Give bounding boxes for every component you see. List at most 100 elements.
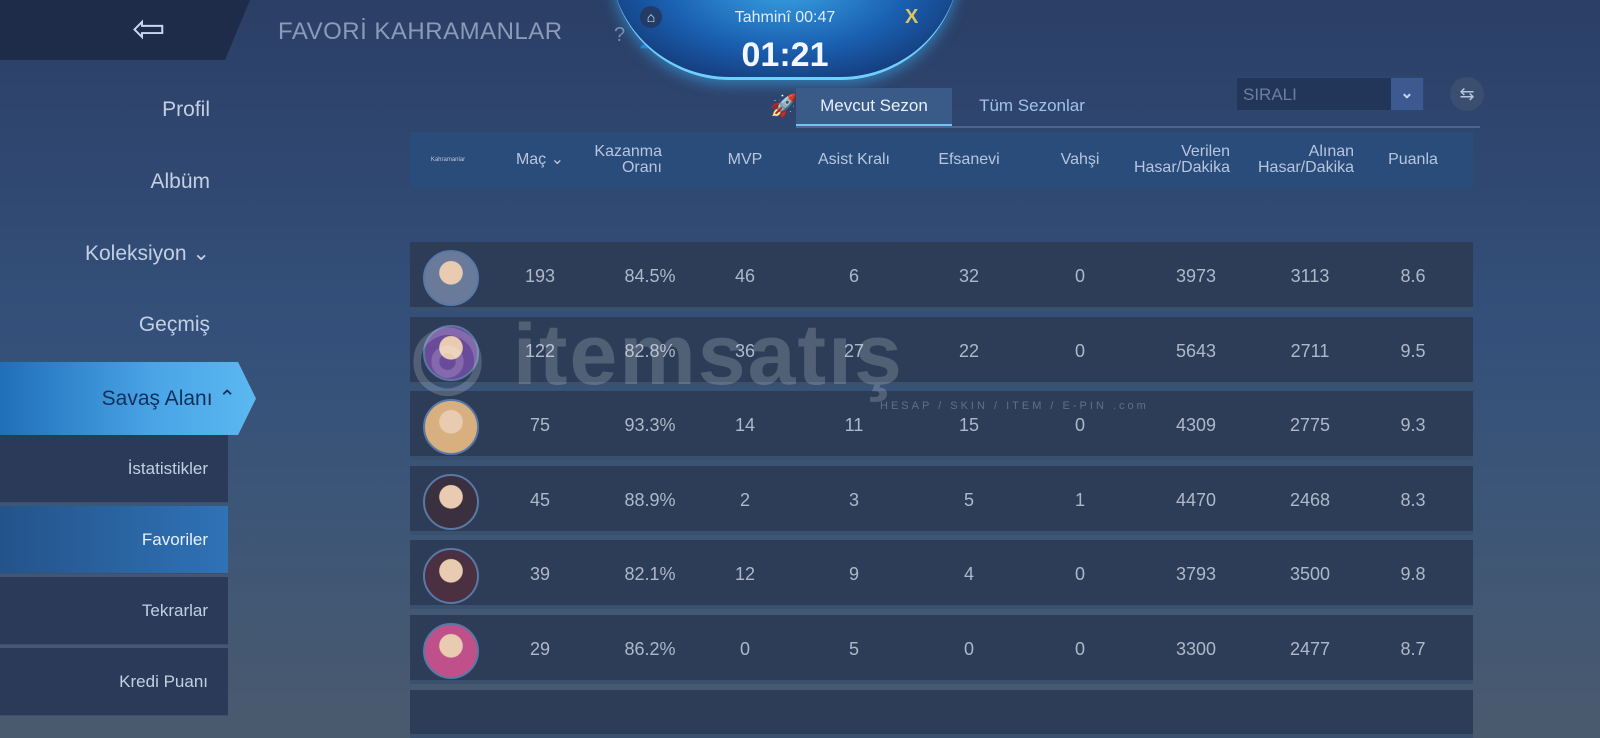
cell-verilen: 4470 bbox=[1175, 490, 1217, 510]
table-row[interactable]: 75 93.3% 14 11 15 0 4309 2775 9.3 bbox=[410, 391, 1473, 460]
cell-mvp: 36 bbox=[734, 341, 756, 361]
hero-avatar bbox=[423, 474, 479, 530]
cell-efsanevi: 22 bbox=[958, 341, 980, 361]
cell-asist: 11 bbox=[844, 415, 864, 435]
cell-efsanevi: 15 bbox=[958, 415, 980, 435]
cell-verilen: 3973 bbox=[1175, 266, 1217, 286]
sidebar-sub-tekrarlar[interactable]: Tekrarlar bbox=[0, 577, 228, 645]
sidebar-item-gecmis[interactable]: Geçmiş bbox=[138, 313, 210, 336]
divider bbox=[796, 126, 1480, 128]
sidebar-item-album[interactable]: Albüm bbox=[150, 170, 210, 193]
table-row[interactable]: 29 86.2% 0 5 0 0 3300 2477 8.7 bbox=[410, 615, 1473, 684]
col-efsanevi[interactable]: Efsanevi bbox=[938, 151, 1000, 168]
sidebar-item-koleksiyon[interactable]: Koleksiyon ⌄ bbox=[0, 241, 210, 266]
back-arrow-icon: ⇦ bbox=[132, 7, 166, 51]
sidebar-sub-kredi-puani[interactable]: Kredi Puanı bbox=[0, 648, 228, 716]
cell-alinan: 2468 bbox=[1289, 490, 1331, 510]
back-button[interactable]: ⇦ bbox=[0, 0, 250, 60]
table-row[interactable]: 45 88.9% 2 3 5 1 4470 2468 8.3 bbox=[410, 466, 1473, 535]
koleksiyon-label: Koleksiyon bbox=[84, 242, 187, 265]
cell-vahsi: 0 bbox=[1074, 639, 1085, 659]
sidebar-item-savas-alani[interactable]: Savaş Alanı ⌃ bbox=[0, 362, 256, 435]
cell-mvp: 46 bbox=[734, 266, 756, 286]
hero-avatar bbox=[423, 623, 479, 679]
cell-efsanevi: 4 bbox=[963, 564, 974, 584]
cell-kazanma: 93.3% bbox=[624, 415, 676, 435]
home-icon[interactable]: ⌂ bbox=[640, 6, 662, 28]
cell-alinan: 2775 bbox=[1289, 415, 1331, 435]
estimated-time: Tahminî 00:47 bbox=[734, 9, 836, 26]
cell-asist: 27 bbox=[843, 341, 865, 361]
watermark-subtitle: HESAP / SKIN / ITEM / E-PIN .com bbox=[880, 400, 1149, 412]
col-kazanma[interactable]: Kazanma Oranı bbox=[594, 143, 662, 176]
cell-verilen: 4309 bbox=[1175, 415, 1217, 435]
help-icon[interactable]: ? bbox=[614, 24, 626, 46]
cell-mvp: 0 bbox=[739, 639, 750, 659]
mode-select-value: SIRALI bbox=[1243, 85, 1297, 104]
sidebar-sub-favoriler[interactable]: Favoriler bbox=[0, 506, 228, 574]
cell-asist: 5 bbox=[848, 639, 859, 659]
watermark-logo: ◎ itemsatış bbox=[410, 307, 904, 403]
col-vahsi[interactable]: Vahşi bbox=[1060, 151, 1100, 168]
savas-alani-label: Savaş Alanı bbox=[101, 386, 213, 410]
cell-vahsi: 0 bbox=[1074, 415, 1085, 435]
cell-puanla: 8.6 bbox=[1400, 266, 1426, 286]
cell-kazanma: 86.2% bbox=[624, 639, 676, 659]
mode-select[interactable]: SIRALI ⌄ bbox=[1236, 77, 1424, 111]
table-row[interactable]: 122 82.8% 36 27 22 0 5643 2711 9.5 bbox=[410, 317, 1473, 386]
cell-puanla: 8.3 bbox=[1400, 490, 1426, 510]
cell-mac: 75 bbox=[529, 415, 551, 435]
cell-puanla: 9.8 bbox=[1400, 564, 1426, 584]
table-row[interactable]: 193 84.5% 46 6 32 0 3973 3113 8.6 bbox=[410, 242, 1473, 311]
hero-avatar bbox=[423, 399, 479, 455]
sidebar-item-profil[interactable]: Profil bbox=[162, 98, 210, 121]
table-header: Kahramanlar Maç ⌄ Kazanma Oranı MVP Asis… bbox=[410, 132, 1473, 188]
col-verilen[interactable]: Verilen Hasar/Dakika bbox=[1133, 143, 1230, 176]
sidebar-sub-istatistikler[interactable]: İstatistikler bbox=[0, 435, 228, 503]
cell-vahsi: 0 bbox=[1074, 341, 1085, 361]
cell-alinan: 2711 bbox=[1290, 341, 1330, 361]
cell-efsanevi: 0 bbox=[963, 639, 974, 659]
cell-kazanma: 88.9% bbox=[624, 490, 676, 510]
table-row[interactable]: 39 82.1% 12 9 4 0 3793 3500 9.8 bbox=[410, 540, 1473, 609]
cell-asist: 6 bbox=[848, 266, 859, 286]
col-asist[interactable]: Asist Kralı bbox=[817, 151, 890, 168]
page-title: FAVORİ KAHRAMANLAR bbox=[278, 18, 563, 45]
col-kahramanlar: Kahramanlar bbox=[430, 157, 466, 163]
cell-mvp: 12 bbox=[734, 564, 756, 584]
cell-mvp: 2 bbox=[739, 490, 750, 510]
cell-verilen: 5643 bbox=[1175, 341, 1217, 361]
col-mvp[interactable]: MVP bbox=[727, 151, 763, 168]
cell-efsanevi: 32 bbox=[958, 266, 980, 286]
cell-vahsi: 0 bbox=[1074, 266, 1085, 286]
cell-mac: 39 bbox=[529, 564, 551, 584]
cell-verilen: 3300 bbox=[1175, 639, 1217, 659]
cell-mac: 122 bbox=[524, 341, 556, 361]
cell-alinan: 3500 bbox=[1289, 564, 1331, 584]
chevron-down-icon: ⌄ bbox=[1391, 78, 1423, 110]
table-row-partial[interactable] bbox=[410, 690, 1473, 738]
cell-mac: 29 bbox=[529, 639, 551, 659]
col-alinan[interactable]: Alınan Hasar/Dakika bbox=[1257, 143, 1355, 176]
cell-vahsi: 1 bbox=[1074, 490, 1085, 510]
swap-icon[interactable]: ⇆ bbox=[1450, 77, 1484, 111]
col-mac-label: Maç bbox=[515, 151, 547, 168]
cell-vahsi: 0 bbox=[1074, 564, 1085, 584]
sort-chevron-icon: ⌄ bbox=[550, 151, 565, 168]
tab-mevcut-sezon[interactable]: Mevcut Sezon bbox=[796, 88, 952, 126]
cell-verilen: 3793 bbox=[1175, 564, 1217, 584]
cell-asist: 9 bbox=[848, 564, 859, 584]
elapsed-timer: 01:21 bbox=[741, 36, 829, 74]
cancel-matchmaking-icon[interactable]: X bbox=[905, 6, 919, 28]
cell-puanla: 8.7 bbox=[1400, 639, 1426, 659]
tab-tum-sezonlar[interactable]: Tüm Sezonlar bbox=[979, 96, 1085, 115]
col-puanla[interactable]: Puanla bbox=[1388, 151, 1438, 168]
cell-alinan: 3113 bbox=[1290, 266, 1330, 286]
cell-kazanma: 82.8% bbox=[624, 341, 676, 361]
cell-mac: 193 bbox=[524, 266, 556, 286]
col-mac[interactable]: Maç ⌄ bbox=[500, 132, 580, 188]
cell-puanla: 9.5 bbox=[1400, 341, 1426, 361]
cell-mvp: 14 bbox=[734, 415, 756, 435]
hero-avatar bbox=[423, 325, 479, 381]
cell-asist: 3 bbox=[848, 490, 859, 510]
